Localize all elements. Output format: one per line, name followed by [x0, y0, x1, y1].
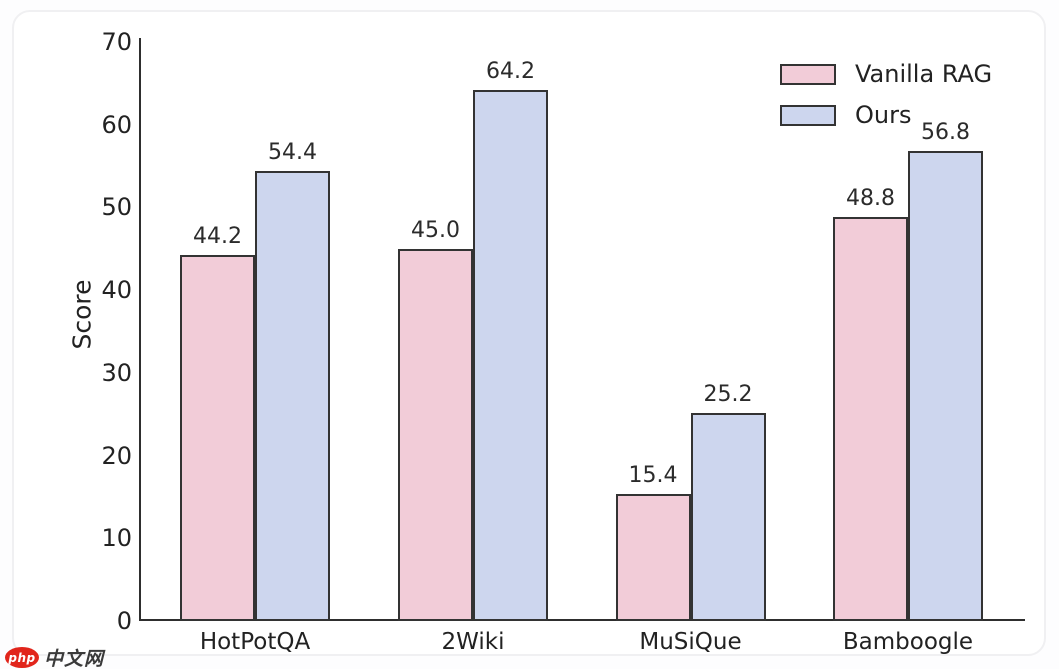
- x-tick-label-bamboogle: Bamboogle: [842, 629, 974, 655]
- bar-ours-musique: [690, 412, 766, 621]
- y-tick-label-40: 40: [101, 276, 132, 305]
- bar-value-label-vanilla-rag-bamboogle: 48.8: [846, 186, 895, 212]
- legend: Vanilla RAG Ours: [780, 60, 1010, 142]
- bar-value-label-vanilla-rag-musique: 15.4: [628, 462, 678, 488]
- y-tick-label-30: 30: [101, 358, 132, 387]
- legend-item-vanilla-rag: Vanilla RAG: [780, 60, 1010, 88]
- legend-item-ours: Ours: [780, 101, 1010, 129]
- x-tick-label-2wiki: 2Wiki: [441, 629, 505, 655]
- watermark-site-text: 中文网: [44, 648, 105, 669]
- y-axis-label: Score: [67, 279, 97, 350]
- bar-value-label-ours-2wiki: 64.2: [486, 58, 535, 84]
- y-tick-label-50: 50: [101, 193, 132, 222]
- y-tick-label-70: 70: [101, 28, 132, 56]
- legend-swatch-ours: [780, 104, 836, 126]
- x-tick-label-hotpotqa: HotPotQA: [199, 629, 311, 655]
- php-logo-icon: php: [5, 647, 39, 668]
- bar-vanilla-rag-hotpotqa: [180, 255, 255, 621]
- y-tick-label-10: 10: [101, 524, 132, 553]
- bar-value-label-ours-hotpotqa: 54.4: [268, 140, 317, 166]
- x-tick-label-musique: MuSiQue: [639, 629, 742, 655]
- legend-swatch-vanilla-rag: [780, 63, 836, 85]
- bar-value-label-vanilla-rag-hotpotqa: 44.2: [193, 224, 242, 250]
- y-tick-label-60: 60: [101, 110, 132, 139]
- bar-vanilla-rag-bamboogle: [833, 217, 908, 621]
- bar-value-label-ours-bamboogle: 56.8: [921, 120, 970, 146]
- watermark: php 中文网: [5, 644, 104, 669]
- bar-ours-2wiki: [473, 89, 548, 621]
- bar-ours-hotpotqa: [255, 171, 330, 621]
- plot-area: [139, 38, 1025, 621]
- y-tick-label-0: 0: [116, 607, 132, 635]
- bar-value-label-vanilla-rag-2wiki: 45.0: [411, 217, 460, 243]
- bar-vanilla-rag-2wiki: [398, 248, 473, 621]
- y-tick-label-20: 20: [101, 441, 132, 470]
- bar-vanilla-rag-musique: [615, 493, 691, 621]
- bar-value-label-ours-musique: 25.2: [703, 381, 753, 407]
- legend-label-ours: Ours: [855, 101, 912, 129]
- legend-label-vanilla-rag: Vanilla RAG: [855, 60, 993, 88]
- bar-ours-bamboogle: [908, 151, 983, 621]
